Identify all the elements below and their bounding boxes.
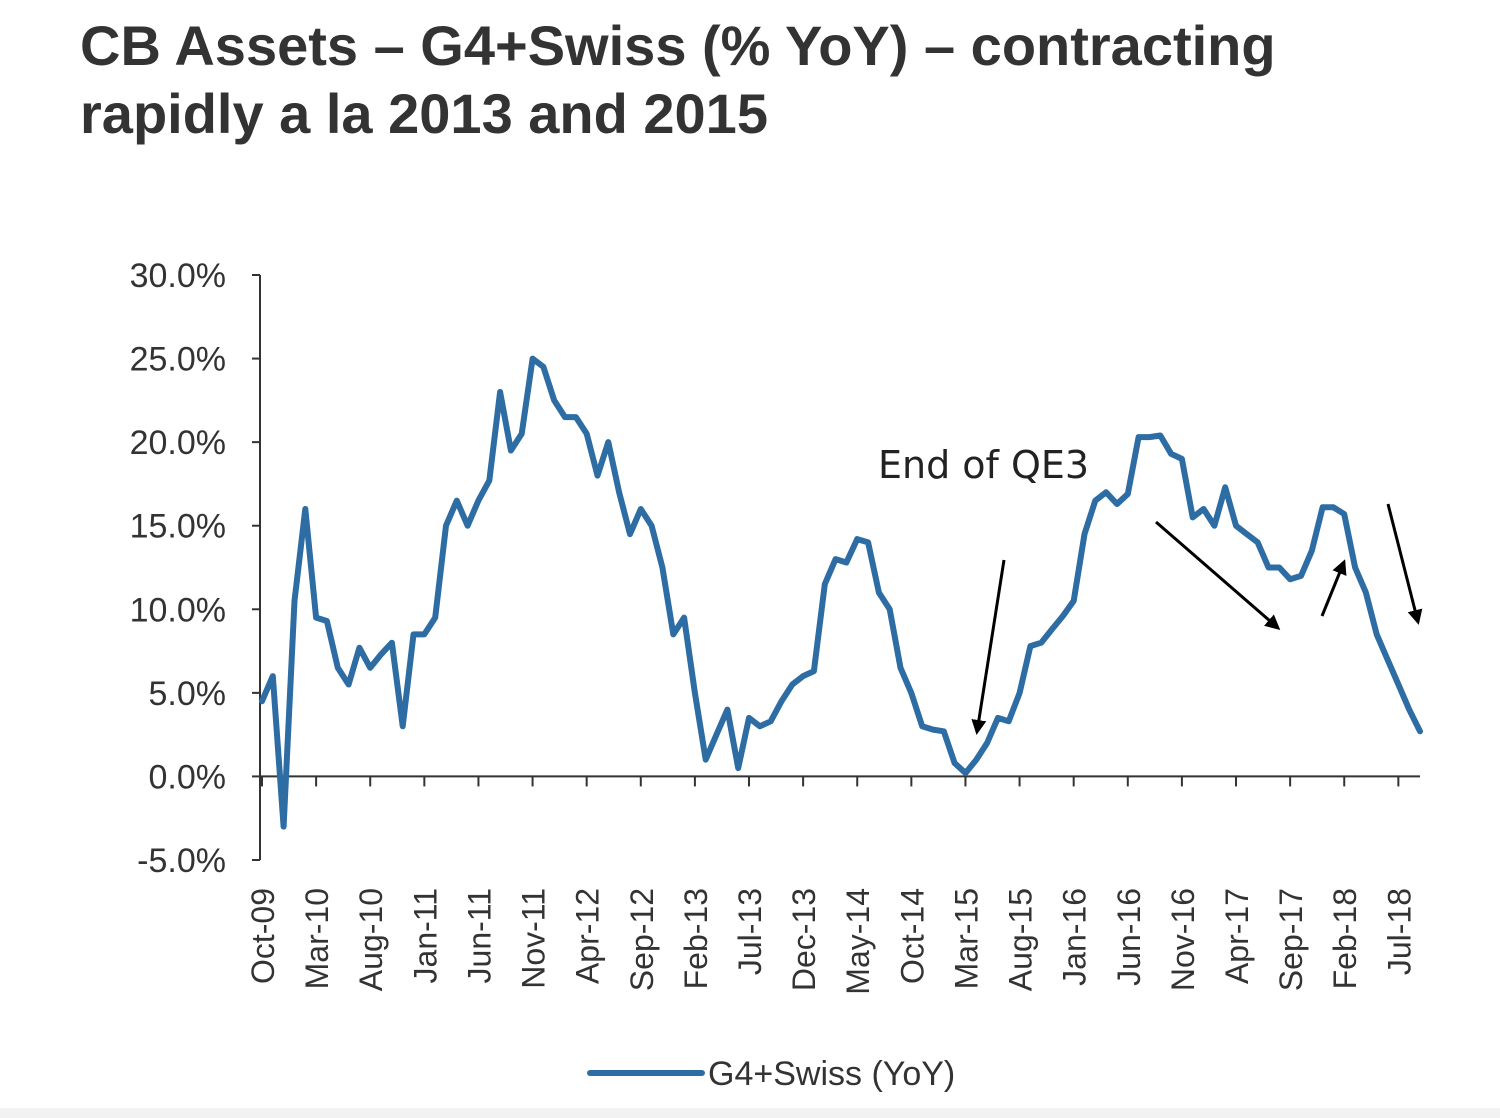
y-tick-label: -5.0%	[137, 842, 226, 880]
y-tick-label: 20.0%	[130, 424, 226, 462]
title-line-2: rapidly a la 2013 and 2015	[80, 82, 768, 145]
y-tick-label: 25.0%	[130, 341, 226, 379]
x-tick-label: Sep-12	[624, 888, 660, 991]
x-tick-label: Sep-17	[1273, 888, 1309, 991]
x-tick-label: Apr-12	[570, 888, 606, 984]
x-tick-label: Jun-16	[1111, 888, 1147, 986]
x-tick-label: Jul-18	[1381, 888, 1417, 975]
x-tick-label: Jun-11	[461, 888, 497, 983]
y-tick-label: 0.0%	[149, 758, 227, 796]
title-line-1: CB Assets – G4+Swiss (% YoY) – contracti…	[80, 14, 1276, 77]
x-tick-label: Jan-16	[1057, 888, 1093, 986]
rise-arrow-2017	[1320, 559, 1347, 617]
chart-title: CB Assets – G4+Swiss (% YoY) – contracti…	[80, 12, 1480, 148]
decline-arrow-2017	[1155, 520, 1281, 630]
y-tick-label: 5.0%	[149, 675, 227, 713]
x-tick-label: Mar-15	[948, 888, 984, 989]
series-line-g4-swiss	[259, 355, 1423, 830]
y-tick-label: 10.0%	[130, 591, 226, 629]
y-tick-label: 30.0%	[130, 257, 226, 295]
annotation-end-of-qe3: End of QE3	[878, 443, 1089, 487]
x-tick-label: Apr-17	[1219, 888, 1255, 984]
x-tick-label: Jan-11	[407, 888, 443, 983]
decline-arrow-2018	[1386, 503, 1423, 625]
legend-label: G4+Swiss (YoY)	[708, 1055, 955, 1093]
x-tick-label: Nov-16	[1165, 888, 1201, 991]
x-tick-label: Oct-09	[245, 888, 281, 984]
x-tick-label: Jul-13	[732, 888, 768, 975]
qe3-arrow	[971, 559, 1006, 735]
x-tick-label: Feb-13	[678, 888, 714, 989]
bottom-strip	[0, 1108, 1500, 1118]
x-tick-label: Mar-10	[299, 888, 335, 989]
x-tick-label: May-14	[840, 888, 876, 995]
x-tick-label: Nov-11	[516, 888, 552, 989]
x-tick-label: Oct-14	[894, 888, 930, 984]
x-tick-label: Feb-18	[1327, 888, 1363, 989]
x-tick-label: Aug-15	[1003, 888, 1039, 991]
y-tick-label: 15.0%	[130, 508, 226, 546]
x-tick-label: Dec-13	[786, 888, 822, 991]
x-tick-label: Aug-10	[353, 888, 389, 991]
